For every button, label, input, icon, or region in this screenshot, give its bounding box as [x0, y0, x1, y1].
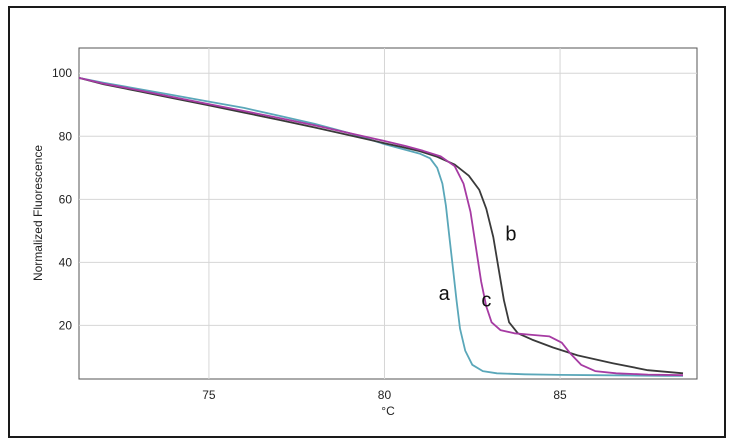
- curve-label-a: a: [439, 283, 451, 305]
- curve-b: [78, 77, 684, 375]
- y-tick-label: 100: [52, 66, 72, 80]
- curve-c: [78, 77, 684, 377]
- x-tick-label: 75: [202, 388, 216, 402]
- y-tick-label: 40: [59, 255, 73, 269]
- tick-labels: 75 80 85 20 40 60 80 100: [52, 66, 567, 402]
- y-axis-title: Normalized Fluorescence: [31, 145, 45, 281]
- y-tick-label: 80: [59, 129, 73, 143]
- curve-label-c: c: [481, 289, 491, 311]
- x-tick-label: 85: [553, 388, 567, 402]
- x-axis-title: °C: [381, 404, 395, 418]
- curve-label-b: b: [505, 223, 516, 245]
- gridlines: [79, 48, 697, 379]
- x-tick-label: 80: [378, 388, 392, 402]
- plot-area: [78, 47, 698, 380]
- curves: [78, 77, 684, 377]
- y-tick-label: 60: [59, 192, 73, 206]
- y-tick-label: 20: [59, 318, 73, 332]
- curve-labels: a b c: [439, 223, 517, 311]
- curve-a: [78, 77, 683, 377]
